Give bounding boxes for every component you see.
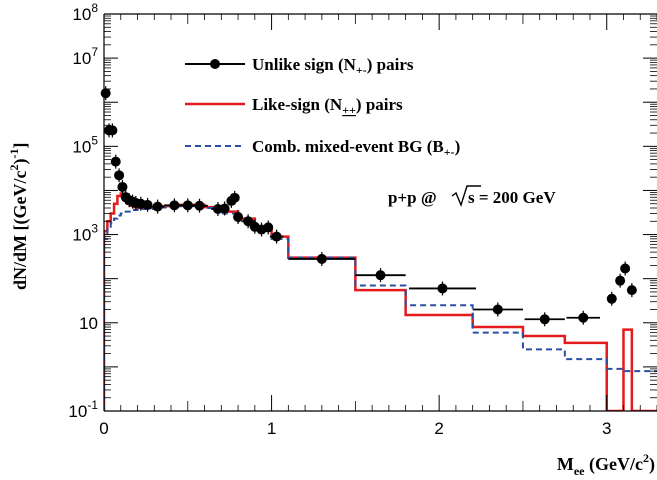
y-tick-label: 10 <box>79 314 98 333</box>
unlike-sign-point <box>578 312 589 323</box>
legend-marker-unlike-sign <box>210 59 220 69</box>
y-tick-label: 107 <box>72 45 98 68</box>
y-axis-title: dN/dM [(GeV/c2)-1] <box>7 143 31 290</box>
unlike-sign-point <box>615 275 626 286</box>
unlike-sign-point <box>142 199 153 210</box>
legend-label-like-sign: Like-sign (N++) pairs <box>252 95 403 117</box>
unlike-sign-point <box>182 200 193 211</box>
unlike-sign-point <box>263 222 274 233</box>
unlike-sign-point <box>271 231 282 242</box>
unlike-sign-point <box>100 88 111 99</box>
x-tick-label: 2 <box>434 419 443 438</box>
y-tick-label: 108 <box>72 1 98 24</box>
unlike-sign-point <box>492 304 503 315</box>
x-tick-label: 0 <box>99 419 108 438</box>
annotation-prefix: p+p @ <box>388 188 437 207</box>
unlike-sign-point <box>110 156 121 167</box>
unlike-sign-point <box>626 285 637 296</box>
legend-label-mixed-event-bg: Comb. mixed-event BG (B+-) <box>252 137 460 159</box>
collision-annotation: p+p @ s = 200 GeV <box>388 185 556 208</box>
y-tick-base: 10 <box>72 226 91 245</box>
unlike-sign-point <box>152 201 163 212</box>
legend: Unlike sign (N+-) pairs Like-sign (N++) … <box>185 55 460 159</box>
unlike-sign-point <box>117 181 128 192</box>
y-tick-label: 10-1 <box>68 398 98 421</box>
unlike-sign-point <box>620 263 631 274</box>
y-tick-label: 105 <box>72 133 98 156</box>
y-tick-exponent: 8 <box>91 1 98 15</box>
legend-entry-unlike-sign: Unlike sign (N+-) pairs <box>185 55 414 77</box>
legend-label-unlike-sign: Unlike sign (N+-) pairs <box>252 55 414 77</box>
x-tick-label: 1 <box>267 419 276 438</box>
unlike-sign-point <box>375 270 386 281</box>
y-tick-base: 10 <box>68 402 87 421</box>
sqrt-symbol-icon <box>451 185 481 208</box>
unlike-sign-point <box>114 170 125 181</box>
unlike-sign-point <box>169 200 180 211</box>
unlike-sign-point <box>539 314 550 325</box>
y-tick-base: 10 <box>79 314 98 333</box>
legend-entry-mixed-event-bg: Comb. mixed-event BG (B+-) <box>185 137 460 159</box>
y-tick-exponent: 7 <box>91 45 98 59</box>
unlike-sign-point <box>107 125 118 136</box>
y-tick-base: 10 <box>72 49 91 68</box>
annotation-suffix: s = 200 GeV <box>468 188 556 207</box>
unlike-sign-point <box>243 216 254 227</box>
y-tick-base: 10 <box>72 5 91 24</box>
unlike-sign-point <box>229 192 240 203</box>
y-tick-exponent: 5 <box>91 133 98 147</box>
y-tick-label: 103 <box>72 222 98 245</box>
legend-entry-like-sign: Like-sign (N++) pairs <box>185 95 403 117</box>
y-tick-exponent: 3 <box>91 222 98 236</box>
unlike-sign-point <box>437 283 448 294</box>
y-tick-exponent: -1 <box>87 398 98 412</box>
x-axis-title: Mee (GeV/c2) <box>557 451 655 478</box>
y-tick-base: 10 <box>72 137 91 156</box>
unlike-sign-point <box>606 293 617 304</box>
unlike-sign-point <box>316 253 327 264</box>
unlike-sign-point <box>233 212 244 223</box>
unlike-sign-point <box>194 200 205 211</box>
unlike-sign-point <box>219 203 230 214</box>
x-tick-label: 3 <box>602 419 611 438</box>
